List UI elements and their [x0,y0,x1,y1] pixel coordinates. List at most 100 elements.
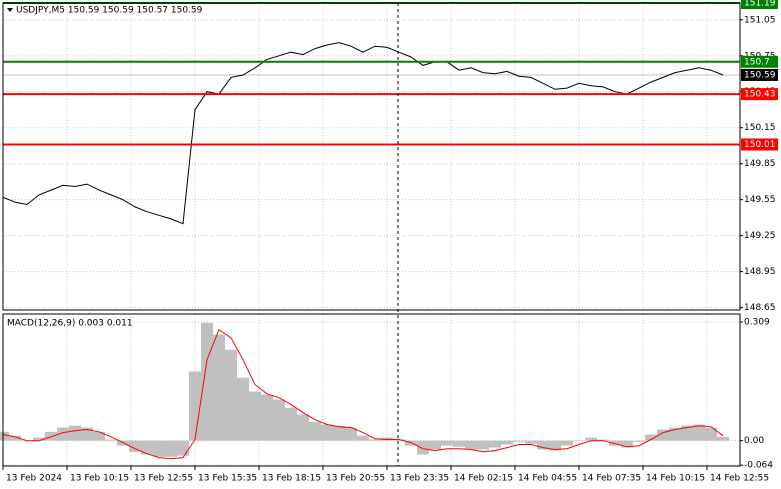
macd-bar [633,440,645,442]
x-tick-label: 13 Feb 18:15 [262,474,321,484]
chart-title: USDJPY,M5 150.59 150.59 150.57 150.59 [16,6,203,16]
x-tick-label: 13 Feb 15:35 [198,474,257,484]
macd-bar [45,431,57,441]
price-line [2,42,724,225]
y-tick-label: 149.55 [744,195,776,205]
macd-bar [609,440,621,446]
macd-bar [393,439,405,441]
x-tick-label: 13 Feb 2024 [6,474,62,484]
menu-triangle [7,8,13,12]
y-tick-label: 0.00 [744,436,764,446]
y-tick-label: 148.65 [744,303,776,313]
price-label: 150.43 [744,90,776,100]
macd-bar [465,440,477,450]
macd-bar [9,435,21,441]
macd-bar [81,427,93,441]
macd-bar [0,431,9,441]
macd-frame [2,313,741,467]
macd-bar [369,439,381,441]
x-tick-label: 14 Feb 02:15 [454,474,513,484]
macd-bar [321,424,333,441]
macd-bar [57,427,69,441]
macd-bar [33,437,45,441]
macd-bar [213,334,225,441]
macd-bar [669,427,681,441]
macd-bar [657,429,669,441]
price-label: 150.59 [744,70,776,80]
y-tick-label: 151.05 [744,15,776,25]
macd-bar [357,435,369,441]
y-tick-label: -0.064 [744,461,773,471]
macd-bar [105,439,117,441]
macd-bar [693,424,705,441]
x-tick-label: 14 Feb 07:35 [582,474,641,484]
macd-bar [717,436,729,441]
macd-bar [237,377,249,441]
price-label: 151.19 [744,0,776,9]
y-tick-label: 149.25 [744,231,776,241]
macd-bar [273,399,285,441]
macd-bar [261,394,273,441]
macd-bar [501,440,513,445]
x-tick-label: 13 Feb 20:55 [326,474,385,484]
macd-bar [297,414,309,441]
macd-bar [201,322,213,441]
macd-bar [153,440,165,457]
macd-bar [129,440,141,452]
macd-bar [681,425,693,441]
x-tick-label: 14 Feb 04:55 [518,474,577,484]
macd-bar [141,440,153,455]
macd-bar [573,440,585,442]
x-tick-label: 14 Feb 12:55 [710,474,769,484]
y-tick-label: 0.309 [744,318,770,328]
price-label: 150.01 [744,140,776,150]
macd-bar [525,440,537,444]
macd-bar [405,440,417,446]
macd-bar [429,440,441,450]
macd-bar [117,440,129,446]
macd-bar [489,440,501,448]
y-tick-label: 150.15 [744,123,776,133]
price-label-box [741,0,778,9]
macd-bar [549,440,561,451]
macd-bar [705,427,717,441]
macd-bar [537,440,549,450]
price-label: 150.7 [744,57,770,67]
macd-bar [345,427,357,441]
price-label-box [741,68,778,81]
macd-bar [93,431,105,441]
macd-bar [249,391,261,441]
macd-title: MACD(12,26,9) 0.003 0.011 [7,319,133,329]
x-tick-label: 13 Feb 23:35 [390,474,449,484]
macd-bar [645,434,657,441]
macd-bar [513,440,525,442]
macd-bar [561,440,573,446]
x-tick-label: 14 Feb 10:15 [646,474,705,484]
price-label-box [741,88,778,101]
macd-bar [189,371,201,441]
macd-bar [441,440,453,446]
macd-bar [597,439,609,441]
macd-bar [417,440,429,455]
x-tick-label: 13 Feb 10:15 [70,474,129,484]
macd-bar [225,349,237,441]
macd-bar [477,440,489,450]
macd-bar [585,437,597,441]
y-tick-label: 149.85 [744,159,776,169]
macd-bar [309,421,321,441]
macd-bar [69,425,81,441]
price-frame [2,2,741,311]
price-label-box [741,55,778,68]
macd-bar [453,440,465,447]
x-tick-label: 13 Feb 12:55 [134,474,193,484]
macd-bar [333,425,345,441]
macd-bar [285,407,297,441]
signal-line [2,328,724,460]
macd-bar [177,440,189,456]
macd-bar [621,440,633,448]
macd-bar [165,440,177,457]
y-tick-label: 148.95 [744,267,776,277]
price-label-box [741,138,778,151]
